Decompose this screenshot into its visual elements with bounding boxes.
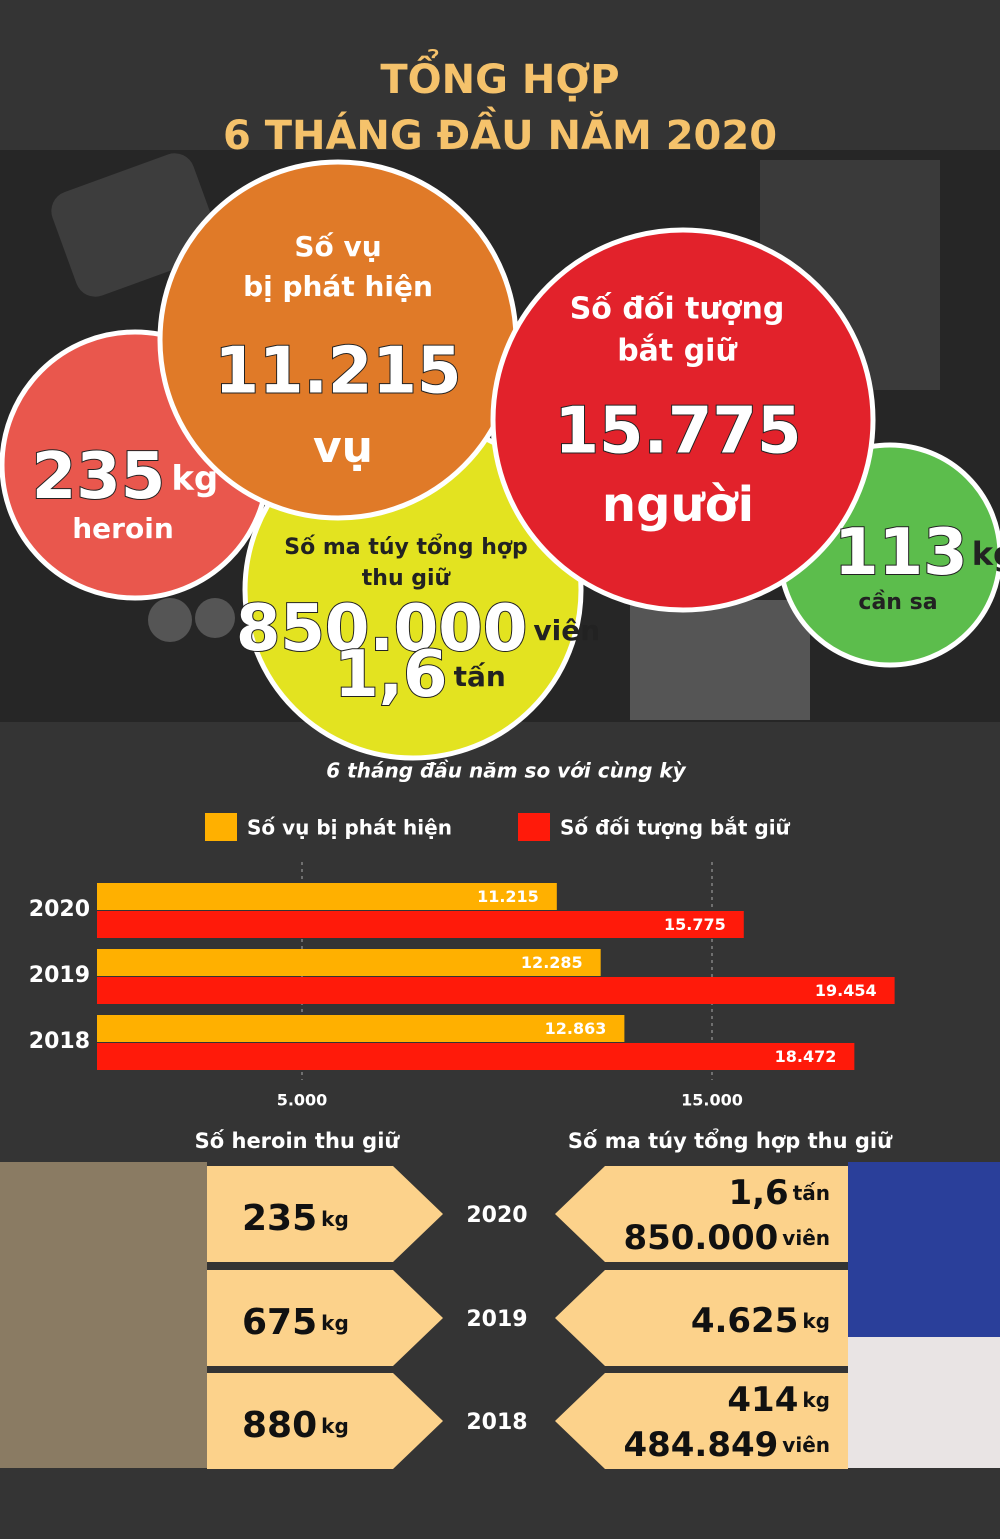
x-tick-label: 15.000 — [681, 1091, 743, 1110]
unit: viên — [782, 1433, 830, 1457]
chart-title: 6 tháng đầu năm so với cùng kỳ — [326, 759, 686, 783]
heroin-arrow — [207, 1270, 443, 1366]
year-label: 2020 — [466, 1203, 527, 1228]
heroin-arrow — [207, 1373, 443, 1469]
y-tick-label: 2018 — [29, 1029, 90, 1054]
value-label: 12.285 — [521, 953, 583, 972]
heroin-label: heroin — [72, 512, 174, 545]
y-tick-label: 2020 — [29, 897, 90, 922]
bar — [97, 883, 557, 910]
synthetic-label: thu giữ — [362, 566, 452, 591]
decor — [148, 598, 192, 642]
decor — [630, 600, 810, 720]
value-label: 12.863 — [545, 1019, 607, 1038]
legend-swatch — [518, 813, 550, 841]
unit: viên — [533, 614, 600, 647]
heroin-photo — [0, 1162, 207, 1468]
unit: kg — [802, 1309, 830, 1333]
amount: 850.000 — [236, 592, 528, 666]
synthetic-arrow — [555, 1166, 848, 1262]
amount: 113 — [834, 516, 968, 590]
unit: kg — [321, 1414, 349, 1438]
amount: 1,6 — [728, 1173, 788, 1213]
y-tick-label: 2019 — [29, 963, 90, 988]
decor — [195, 598, 235, 638]
unit: kg — [972, 535, 1000, 573]
arrested-amount: 15.775 — [555, 395, 802, 469]
value-label: 18.472 — [775, 1047, 837, 1066]
value-label: 11.215 — [477, 887, 539, 906]
amount: 484.849 — [623, 1425, 778, 1465]
unit: kg — [171, 459, 218, 499]
heroin-arrow — [207, 1166, 443, 1262]
heroin-value: 675 kg — [242, 1302, 349, 1343]
unit: tấn — [793, 1181, 830, 1205]
unit: viên — [782, 1226, 830, 1250]
legend-swatch — [205, 813, 237, 841]
bar — [97, 949, 601, 976]
amount: 235 — [32, 440, 166, 514]
amount: 4.625 — [691, 1301, 799, 1341]
title-line: 6 THÁNG ĐẦU NĂM 2020 — [223, 105, 777, 159]
synthetic-value: 1,6 tấn — [728, 1173, 830, 1213]
synthetic-arrow — [555, 1270, 848, 1366]
arrested-circle — [490, 227, 876, 613]
unit: kg — [321, 1207, 349, 1231]
amount: 675 — [242, 1302, 317, 1343]
cases-amount: 11.215 — [215, 335, 462, 409]
cannabis-label: cần sa — [858, 590, 937, 615]
synthetic-photo — [848, 1162, 1000, 1337]
synthetic-value: 4.625 kg — [691, 1301, 830, 1341]
cases-label: bị phát hiện — [243, 270, 433, 303]
unit: kg — [802, 1388, 830, 1412]
heroin-value: 235 kg — [242, 1198, 349, 1239]
arrested-label: Số đối tượng — [570, 292, 785, 327]
x-tick-label: 5.000 — [277, 1091, 328, 1110]
heroin-value: 880 kg — [242, 1405, 349, 1446]
synthetic-amount: 850.000 viên — [236, 592, 600, 666]
heroin-amount: 235 kg — [32, 440, 219, 514]
unit: tấn — [454, 660, 506, 693]
synthetic-photo — [848, 1337, 1000, 1468]
legend-label: Số vụ bị phát hiện — [247, 816, 452, 840]
unit: kg — [321, 1311, 349, 1335]
synthetic-label: Số ma túy tổng hợp — [284, 534, 527, 560]
synthetic-amount: 1,6 tấn — [334, 638, 506, 712]
value-label: 15.775 — [664, 915, 726, 934]
cases-label: Số vụ — [294, 230, 381, 263]
legend-label: Số đối tượng bắt giữ — [560, 816, 791, 840]
title-line: TỔNG HỢP — [380, 48, 619, 103]
arrested-label: bắt giữ — [617, 333, 737, 369]
value-label: 19.454 — [815, 981, 877, 1000]
synthetic-value: 850.000 viên — [623, 1218, 830, 1258]
cannabis-amount: 113kg — [834, 516, 1000, 590]
amount: 880 — [242, 1405, 317, 1446]
section-title: Số heroin thu giữ — [195, 1129, 401, 1153]
bar — [97, 1043, 855, 1070]
section-title: Số ma túy tổng hợp thu giữ — [568, 1128, 893, 1153]
year-label: 2019 — [466, 1307, 527, 1332]
year-label: 2018 — [466, 1410, 527, 1435]
cases-unit: vụ — [313, 422, 373, 473]
synthetic-value: 484.849 viên — [623, 1425, 830, 1465]
amount: 235 — [242, 1198, 317, 1239]
bar — [97, 911, 744, 938]
amount: 850.000 — [623, 1218, 778, 1258]
amount: 414 — [727, 1380, 798, 1420]
amount: 1,6 — [334, 638, 447, 712]
synthetic-value: 414 kg — [727, 1380, 830, 1420]
arrested-unit: người — [602, 477, 754, 533]
synthetic-arrow — [555, 1373, 848, 1469]
bar — [97, 1015, 625, 1042]
bar — [97, 977, 895, 1004]
